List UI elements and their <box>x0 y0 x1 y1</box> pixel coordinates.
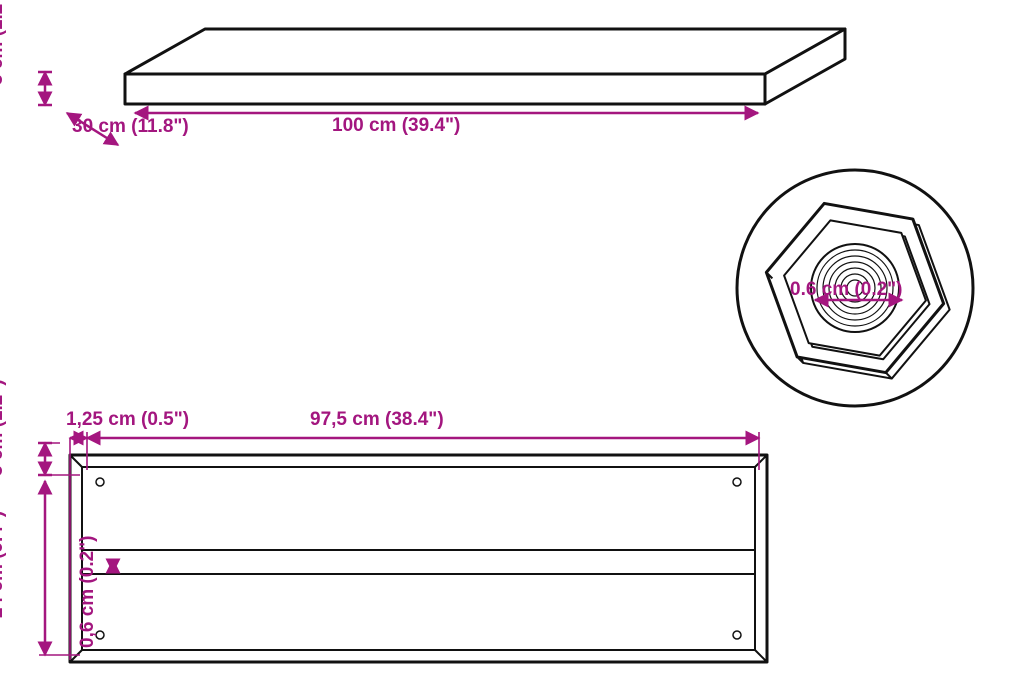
label-hex_bore: 0.6 cm (0.2") <box>790 279 903 300</box>
top-shelf-drawing <box>125 29 845 104</box>
drawing-svg: 3 cm (1.2") 30 cm (11.8") 100 cm (39.4") 0.… <box>0 0 1020 693</box>
label-top_thickness: 3 cm (1.2") <box>0 0 7 85</box>
label-bottom_height: 24 cm (9.4") <box>0 511 7 618</box>
label-bottom_bore: 0,6 cm (0.2") <box>77 535 98 648</box>
technical-drawing-stage: 3 cm (1.2") 30 cm (11.8") 100 cm (39.4") 0.… <box>0 0 1020 693</box>
label-top_length: 100 cm (39.4") <box>332 115 460 136</box>
label-bottom_thickness: 3 cm (1.2") <box>0 379 7 476</box>
label-bottom_125: 1,25 cm (0.5") <box>66 409 189 430</box>
label-bottom_975: 97,5 cm (38.4") <box>310 409 444 430</box>
bottom-view-drawing <box>70 455 767 662</box>
label-top_depth: 30 cm (11.8") <box>72 116 189 137</box>
